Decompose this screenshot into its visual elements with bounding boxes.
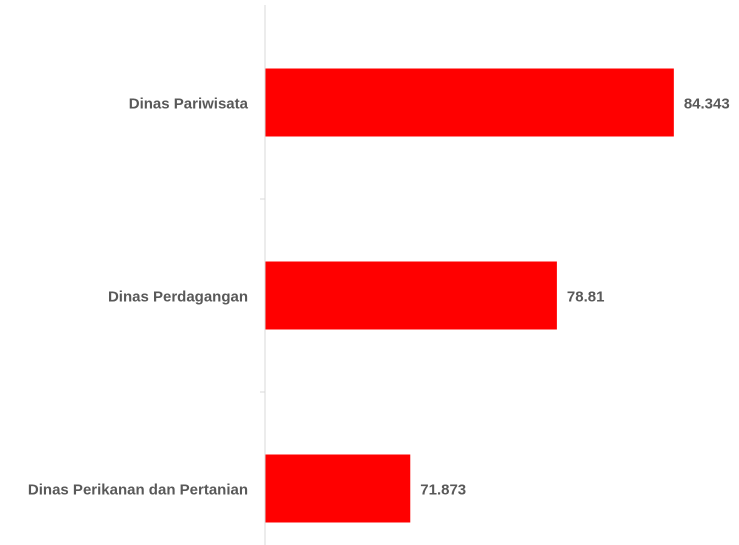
y-tick-label: Dinas Perdagangan — [108, 288, 248, 305]
value-label: 84.343 — [684, 95, 730, 112]
bar — [265, 261, 557, 330]
y-tick-label: Dinas Perikanan dan Pertanian — [28, 481, 248, 498]
value-label: 78.81 — [567, 288, 605, 305]
value-label: 71.873 — [420, 481, 466, 498]
y-tick-label: Dinas Pariwisata — [129, 95, 249, 112]
bar — [265, 454, 411, 523]
bar — [265, 68, 674, 137]
